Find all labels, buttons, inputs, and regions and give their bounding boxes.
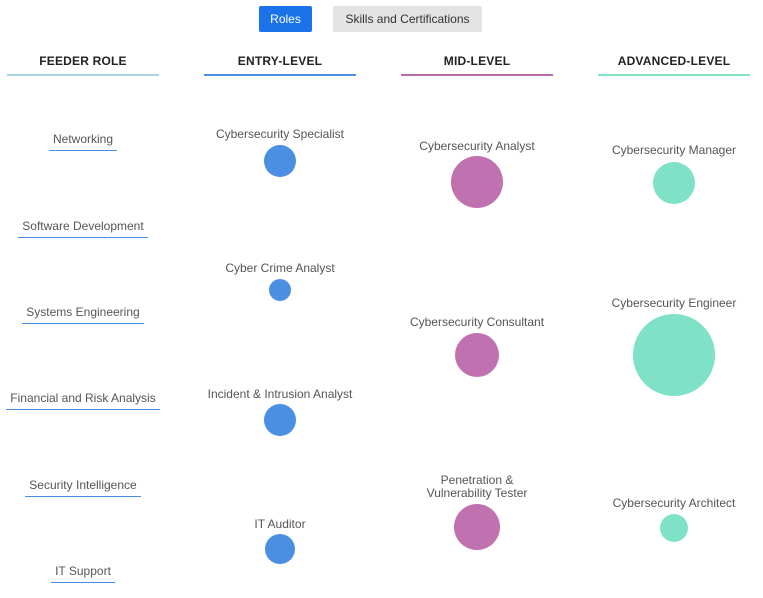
mid-role-node-penetration-vulnerability-tester[interactable] [454,504,500,550]
mid-role-label: Cybersecurity Consultant [409,315,545,329]
entry-role-label: IT Auditor [254,517,306,531]
view-tabs: Roles Skills and Certifications [0,6,763,32]
column-divider-entry [204,74,356,76]
advanced-role-node-cybersecurity-manager[interactable] [653,162,695,204]
column-header-advanced-level: ADVANCED-LEVEL [617,54,731,68]
mid-role-label: Cybersecurity Analyst [419,139,535,153]
mid-role-node-cybersecurity-consultant[interactable] [455,333,499,377]
entry-role-node-cyber-crime-analyst[interactable] [269,279,291,301]
feeder-role-label[interactable]: Software Development [18,219,148,238]
column-header-mid-level: MID-LEVEL [443,54,511,68]
feeder-role-label[interactable]: Security Intelligence [25,478,141,497]
feeder-role-financial-risk-analysis[interactable]: Financial and Risk Analysis [0,391,166,410]
feeder-role-it-support[interactable]: IT Support [0,564,166,583]
column-divider-feeder [7,74,159,76]
feeder-role-software-development[interactable]: Software Development [0,219,166,238]
feeder-role-label[interactable]: IT Support [51,564,115,583]
column-divider-advanced [598,74,750,76]
feeder-role-label[interactable]: Financial and Risk Analysis [6,391,160,410]
entry-role-node-cybersecurity-specialist[interactable] [264,145,296,177]
entry-role-label: Cybersecurity Specialist [215,127,345,141]
feeder-role-label[interactable]: Networking [48,132,118,151]
entry-role-label: Incident & Intrusion Analyst [207,387,353,401]
feeder-role-label[interactable]: Systems Engineering [22,305,144,324]
feeder-role-systems-engineering[interactable]: Systems Engineering [0,305,166,324]
feeder-role-security-intelligence[interactable]: Security Intelligence [0,478,166,497]
tab-skills-and-certifications[interactable]: Skills and Certifications [333,6,482,32]
column-header-entry-level: ENTRY-LEVEL [237,54,323,68]
mid-role-label: Penetration & Vulnerability Tester [426,473,528,500]
column-divider-mid [401,74,553,76]
entry-role-label: Cyber Crime Analyst [225,261,335,275]
advanced-role-label: Cybersecurity Manager [611,143,737,157]
advanced-role-label: Cybersecurity Engineer [611,296,737,310]
feeder-role-networking[interactable]: Networking [0,132,166,151]
entry-role-node-incident-intrusion-analyst[interactable] [264,404,296,436]
advanced-role-label: Cybersecurity Architect [612,496,736,510]
column-header-feeder-role: FEEDER ROLE [39,54,127,68]
tab-roles[interactable]: Roles [259,6,312,32]
entry-role-node-it-auditor[interactable] [265,534,295,564]
advanced-role-node-cybersecurity-engineer[interactable] [633,314,715,396]
advanced-role-node-cybersecurity-architect[interactable] [660,514,688,542]
mid-role-node-cybersecurity-analyst[interactable] [451,156,503,208]
